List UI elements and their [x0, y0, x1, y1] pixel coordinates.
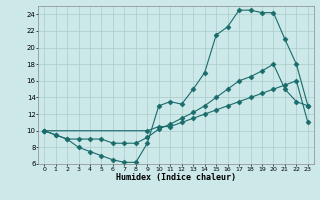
X-axis label: Humidex (Indice chaleur): Humidex (Indice chaleur): [116, 173, 236, 182]
